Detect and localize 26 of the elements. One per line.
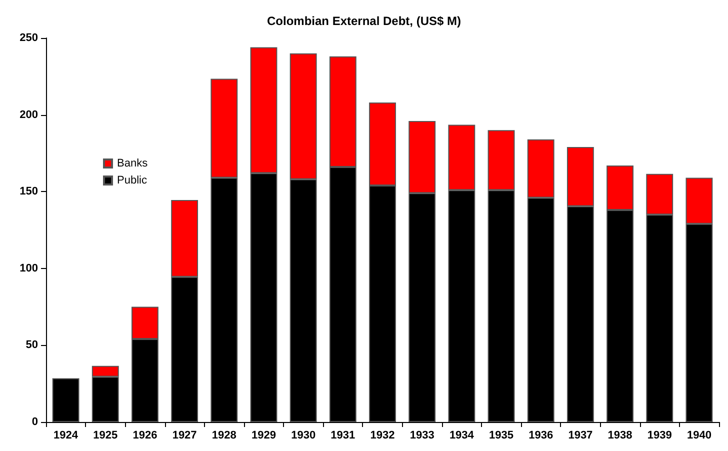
x-tick-label: 1934 <box>449 430 475 442</box>
x-tick-label: 1924 <box>54 430 79 442</box>
x-tick-label: 1931 <box>330 430 356 442</box>
x-tick-label: 1926 <box>132 430 158 442</box>
x-tick-label: 1938 <box>608 430 632 442</box>
legend-label: Banks <box>117 158 148 170</box>
x-tick-label: 1935 <box>489 430 514 442</box>
y-tick-label: 200 <box>20 108 38 121</box>
y-tick-label: 150 <box>20 186 38 198</box>
x-tick-label: 1929 <box>251 430 276 442</box>
y-tick-label: 0 <box>32 416 38 428</box>
x-tick-label: 1937 <box>568 430 593 442</box>
legend-label: Public <box>117 174 148 186</box>
x-tick-label: 1930 <box>291 430 316 442</box>
x-tick-label: 1939 <box>647 430 672 442</box>
y-tick-label: 250 <box>20 32 38 44</box>
x-tick-label: 1940 <box>686 430 712 442</box>
x-tick-label: 1928 <box>212 430 236 442</box>
x-tick-label: 1933 <box>410 430 434 442</box>
x-tick-label: 1932 <box>370 430 395 442</box>
y-tick-label: 50 <box>26 339 38 352</box>
x-tick-label: 1936 <box>528 430 554 442</box>
y-tick-label: 100 <box>20 262 38 274</box>
chart-title: Colombian External Debt, (US$ M) <box>266 14 462 28</box>
x-tick-label: 1925 <box>93 430 118 442</box>
x-tick-label: 1927 <box>172 430 197 442</box>
